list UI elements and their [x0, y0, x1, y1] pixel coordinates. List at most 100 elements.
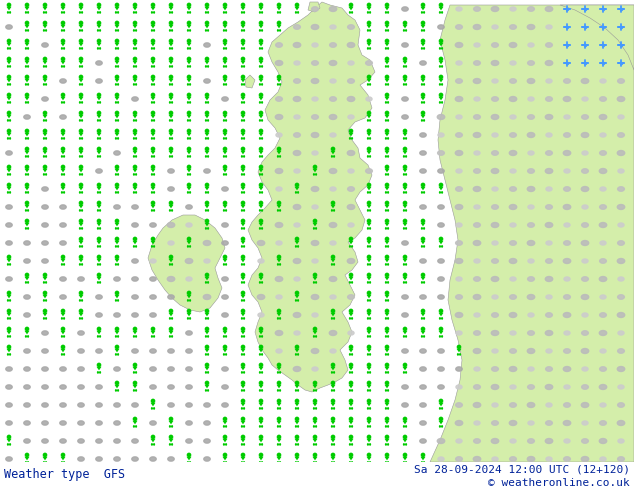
Ellipse shape — [527, 385, 534, 389]
Ellipse shape — [491, 115, 499, 120]
Ellipse shape — [456, 457, 462, 461]
Ellipse shape — [118, 336, 119, 337]
Ellipse shape — [115, 102, 116, 103]
Polygon shape — [6, 43, 11, 47]
Polygon shape — [439, 97, 444, 100]
Ellipse shape — [25, 156, 26, 157]
Ellipse shape — [527, 24, 534, 29]
Circle shape — [205, 327, 209, 331]
Ellipse shape — [60, 205, 66, 209]
Ellipse shape — [169, 336, 171, 337]
Ellipse shape — [312, 115, 318, 119]
Polygon shape — [366, 313, 372, 317]
Ellipse shape — [527, 223, 534, 227]
Ellipse shape — [385, 354, 386, 355]
Ellipse shape — [115, 336, 116, 337]
Ellipse shape — [169, 264, 171, 265]
Ellipse shape — [385, 48, 386, 49]
Ellipse shape — [492, 79, 498, 83]
Ellipse shape — [61, 12, 62, 13]
Circle shape — [8, 75, 11, 78]
Ellipse shape — [79, 138, 81, 139]
Ellipse shape — [259, 408, 261, 409]
Ellipse shape — [294, 259, 301, 264]
Circle shape — [188, 453, 191, 457]
Ellipse shape — [600, 97, 606, 101]
Polygon shape — [403, 259, 408, 262]
Polygon shape — [133, 7, 138, 10]
Ellipse shape — [492, 349, 498, 353]
Ellipse shape — [243, 12, 245, 13]
Polygon shape — [115, 241, 120, 245]
Ellipse shape — [6, 205, 12, 209]
Ellipse shape — [349, 282, 350, 283]
Ellipse shape — [312, 205, 318, 209]
Ellipse shape — [243, 444, 245, 445]
Ellipse shape — [420, 421, 426, 425]
Circle shape — [295, 453, 299, 457]
Ellipse shape — [527, 132, 534, 138]
Polygon shape — [186, 7, 191, 10]
Circle shape — [259, 129, 262, 133]
Polygon shape — [96, 331, 101, 334]
Ellipse shape — [115, 84, 116, 85]
Circle shape — [43, 453, 47, 457]
Ellipse shape — [275, 222, 283, 227]
Ellipse shape — [491, 385, 499, 390]
Circle shape — [403, 75, 406, 78]
Ellipse shape — [388, 228, 389, 229]
Ellipse shape — [581, 457, 589, 462]
Ellipse shape — [118, 246, 119, 247]
Polygon shape — [259, 7, 264, 10]
Polygon shape — [276, 385, 281, 389]
Ellipse shape — [491, 151, 498, 155]
Ellipse shape — [60, 223, 66, 227]
Ellipse shape — [388, 102, 389, 103]
Polygon shape — [420, 43, 425, 47]
Ellipse shape — [474, 151, 480, 155]
Ellipse shape — [118, 66, 119, 67]
Circle shape — [367, 273, 371, 276]
Ellipse shape — [442, 102, 443, 103]
Ellipse shape — [474, 457, 481, 462]
Polygon shape — [25, 169, 30, 172]
Ellipse shape — [545, 169, 553, 173]
Circle shape — [439, 327, 443, 331]
Ellipse shape — [6, 151, 12, 155]
Ellipse shape — [439, 102, 440, 103]
Circle shape — [133, 147, 136, 150]
Ellipse shape — [205, 192, 206, 193]
Circle shape — [242, 129, 245, 133]
Circle shape — [8, 57, 11, 61]
Circle shape — [403, 417, 406, 420]
Ellipse shape — [28, 84, 29, 85]
Circle shape — [242, 255, 245, 259]
Polygon shape — [133, 61, 138, 64]
Polygon shape — [240, 187, 245, 190]
Ellipse shape — [222, 403, 228, 407]
Circle shape — [169, 3, 172, 6]
Ellipse shape — [545, 331, 553, 336]
Ellipse shape — [115, 390, 116, 391]
Circle shape — [242, 22, 245, 24]
Circle shape — [403, 327, 406, 331]
Polygon shape — [96, 187, 101, 190]
Ellipse shape — [474, 277, 481, 281]
Ellipse shape — [78, 277, 84, 281]
Polygon shape — [313, 223, 318, 226]
Ellipse shape — [618, 367, 624, 371]
Ellipse shape — [329, 331, 337, 336]
Polygon shape — [248, 2, 375, 392]
Polygon shape — [349, 367, 354, 370]
Polygon shape — [79, 97, 84, 100]
Circle shape — [367, 129, 371, 133]
Ellipse shape — [545, 115, 553, 120]
Polygon shape — [223, 169, 228, 172]
Ellipse shape — [153, 84, 155, 85]
Polygon shape — [259, 115, 264, 119]
Ellipse shape — [330, 43, 337, 47]
Circle shape — [385, 273, 389, 276]
Ellipse shape — [24, 385, 30, 389]
Ellipse shape — [564, 331, 570, 335]
Circle shape — [422, 93, 425, 97]
